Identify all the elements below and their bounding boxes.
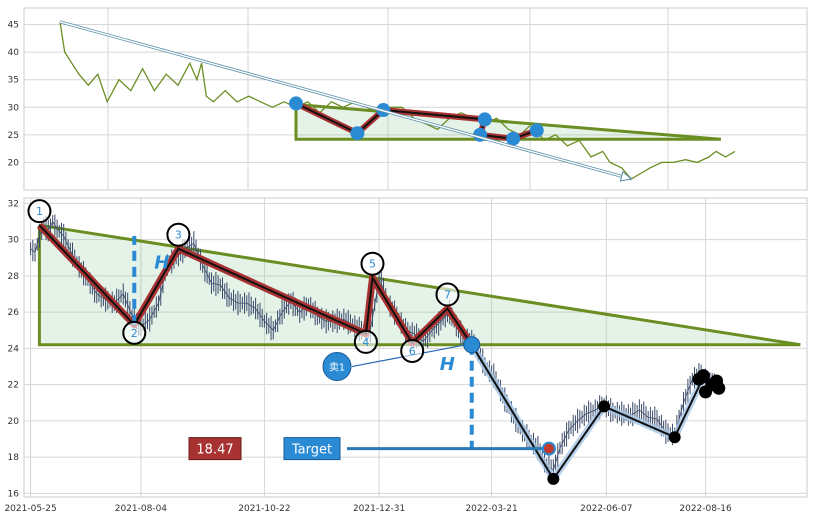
detail-xtick-label: 2021-12-31 [353, 504, 405, 514]
overview-ytick-label: 30 [8, 103, 20, 113]
detail-resistance-line [39, 223, 801, 347]
detail-ytick-label: 18 [8, 453, 20, 463]
detail-pattern-zigzag-inner [38, 224, 473, 346]
detail-ytick-label: 22 [8, 381, 19, 391]
pattern-marker-label-5: 5 [369, 258, 376, 271]
pattern-marker-label-7: 7 [444, 289, 451, 302]
detail-ytick-label: 24 [8, 344, 20, 354]
overview-pattern-point [477, 112, 492, 127]
detail-cluster-point [712, 381, 726, 395]
detail-height-label: H [154, 253, 169, 274]
overview-panel: 20 25 30 35 40 45 [8, 7, 808, 191]
pattern-marker-label-2: 2 [131, 327, 138, 340]
overview-ytick-label: 40 [8, 48, 20, 58]
pattern-marker-label-3: 3 [175, 229, 182, 242]
detail-decline-point [598, 400, 611, 413]
pattern-marker-7 [435, 282, 460, 307]
detail-cluster-point [696, 369, 710, 383]
overview-trend-arrow-head [619, 170, 633, 182]
overview-frame [23, 7, 808, 191]
pattern-marker-3 [166, 222, 191, 247]
sell-marker-label: 卖1 [329, 362, 345, 374]
overview-pattern-point [506, 131, 521, 146]
detail-xtick-label: 2021-05-25 [4, 504, 56, 514]
detail-target-height-label: H [440, 354, 455, 375]
pattern-marker-6 [400, 338, 425, 363]
target-label-box [283, 437, 341, 461]
detail-xtick-label: 2022-03-21 [465, 504, 517, 514]
pattern-marker-4 [353, 329, 378, 354]
pattern-marker-2 [122, 320, 147, 345]
sell-point-dot [463, 336, 481, 354]
detail-ytick-label: 26 [8, 308, 20, 318]
detail-neckline [37, 225, 801, 347]
detail-ytick-label: 20 [8, 417, 20, 427]
pattern-marker-1 [27, 199, 52, 224]
detail-xtick-label: 2022-08-16 [679, 504, 732, 514]
detail-ytick-label: 32 [8, 199, 19, 209]
target-label: Target [291, 443, 332, 458]
pattern-marker-5 [360, 251, 385, 276]
target-value-label: 18.47 [196, 443, 233, 458]
overview-ytick-label: 45 [8, 21, 19, 31]
detail-xtick-label: 2021-08-04 [115, 504, 168, 514]
overview-trend-arrow-inner [59, 21, 632, 180]
sell-marker [322, 352, 352, 382]
overview-pattern-point [350, 126, 365, 141]
overview-ytick-label: 25 [8, 131, 19, 141]
detail-ytick-label: 28 [8, 272, 20, 282]
overview-resistance-line [295, 103, 721, 141]
detail-ytick-label: 30 [8, 236, 20, 246]
overview-pattern-point [529, 123, 544, 138]
detail-target-point [541, 441, 556, 456]
detail-decline-point [547, 472, 560, 485]
detail-xtick-label: 2022-06-07 [580, 504, 632, 514]
pattern-marker-label-1: 1 [36, 205, 43, 218]
overview-neckline [294, 104, 721, 141]
detail-decline-point [668, 431, 681, 444]
pattern-marker-label-4: 4 [362, 336, 369, 349]
overview-pattern-point [289, 96, 304, 111]
overview-ytick-label: 20 [8, 158, 20, 168]
detail-xtick-label: 2021-10-22 [238, 504, 290, 514]
detail-ytick-label: 16 [8, 489, 20, 499]
pattern-marker-label-6: 6 [409, 345, 416, 358]
overview-ytick-label: 35 [8, 76, 19, 86]
target-value-box [188, 437, 242, 461]
